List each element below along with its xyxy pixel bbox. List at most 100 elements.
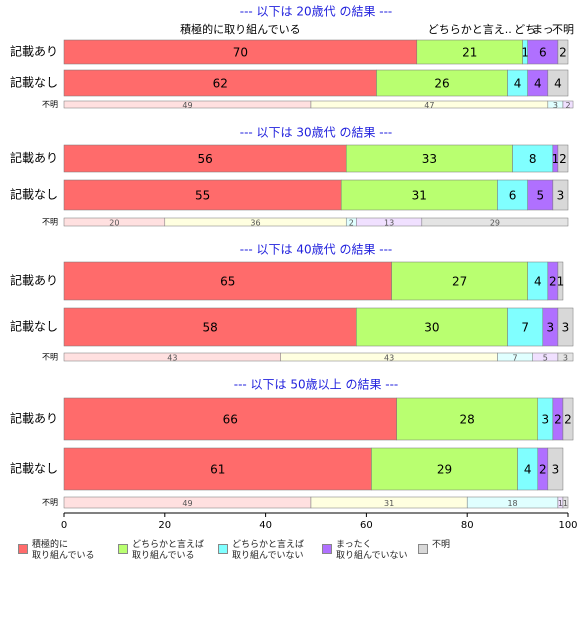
bar-segment: [63, 39, 418, 65]
value-label: 58: [203, 321, 218, 335]
value-label: 21: [462, 46, 477, 60]
value-label: 66: [223, 413, 238, 427]
row-label: 記載なし: [10, 461, 58, 476]
value-label: 31: [412, 189, 427, 203]
column-label: 積極的に取り組んでいる: [180, 22, 300, 36]
value-label: 1: [558, 499, 563, 508]
value-label: 49: [182, 101, 192, 110]
row-label: 記載なし: [10, 187, 58, 202]
value-label: 1: [557, 275, 565, 289]
bar-segment: [547, 69, 569, 97]
legend-swatch: [322, 544, 332, 554]
value-label: 8: [529, 152, 537, 166]
value-label: 62: [213, 77, 228, 91]
value-label: 61: [210, 463, 225, 477]
value-label: 1: [563, 499, 568, 508]
value-label: 1: [521, 46, 529, 60]
bar-segment: [562, 496, 569, 509]
value-label: 29: [437, 463, 452, 477]
value-label: 7: [521, 321, 529, 335]
bar-segment: [63, 179, 342, 211]
bar-segment: [557, 261, 564, 301]
value-label: 7: [513, 354, 518, 363]
column-label: どちらかと言え..: [428, 23, 512, 36]
bar-segment: [507, 307, 544, 347]
panel-title: --- 以下は 30歳代 の結果 ---: [240, 126, 393, 140]
value-label: 2: [554, 413, 562, 427]
value-label: 33: [422, 152, 437, 166]
bar-segment: [63, 447, 372, 491]
value-label: 3: [553, 101, 558, 110]
value-label: 3: [552, 463, 560, 477]
value-label: 55: [195, 189, 210, 203]
legend-label: 積極的に 取り組んでいる: [32, 540, 95, 561]
row-label: 記載あり: [10, 150, 58, 165]
row-label: 不明: [42, 218, 58, 227]
value-label: 5: [536, 189, 544, 203]
column-label: どち: [514, 23, 536, 36]
column-label: 不明: [552, 23, 574, 36]
value-label: 43: [384, 354, 394, 363]
bar-segment: [416, 39, 523, 65]
bar-segment: [497, 179, 528, 211]
panel-title: --- 以下は 40歳代 の結果 ---: [240, 243, 393, 257]
legend-label: どちらかと言えば 取り組んでいない: [232, 540, 305, 561]
panel-title: --- 以下は 50歳以上 の結果 ---: [234, 378, 399, 392]
value-label: 4: [514, 77, 522, 91]
value-label: 2: [349, 219, 354, 228]
value-label: 43: [167, 354, 177, 363]
x-tick-label: 100: [558, 520, 577, 531]
value-label: 30: [424, 321, 439, 335]
value-label: 47: [424, 101, 434, 110]
bar-segment: [63, 307, 357, 347]
legend-swatch: [218, 544, 228, 554]
bar-segment: [421, 217, 569, 227]
row-label: 記載あり: [10, 273, 58, 288]
value-label: 13: [384, 219, 394, 228]
value-label: 31: [384, 499, 394, 508]
row-label: 不明: [42, 353, 58, 362]
value-label: 2: [559, 46, 567, 60]
value-label: 4: [524, 463, 532, 477]
value-label: 28: [460, 413, 475, 427]
value-label: 26: [434, 77, 449, 91]
value-label: 49: [182, 499, 192, 508]
value-label: 2: [565, 101, 570, 110]
x-tick-label: 60: [360, 520, 373, 531]
bar-segment: [562, 397, 574, 441]
legend-label: どちらかと言えば 取り組んでいる: [132, 540, 205, 561]
value-label: 70: [233, 46, 248, 60]
value-label: 3: [557, 189, 565, 203]
value-label: 4: [554, 77, 562, 91]
value-label: 18: [507, 499, 517, 508]
value-label: 3: [563, 354, 568, 363]
bar-segment: [63, 261, 392, 301]
bar-segment: [63, 397, 397, 441]
x-tick-label: 80: [461, 520, 474, 531]
value-label: 2: [559, 152, 567, 166]
bar-segment: [562, 100, 574, 109]
bar-segment: [557, 307, 574, 347]
panel-title: --- 以下は 20歳代 の結果 ---: [240, 5, 393, 19]
bar-segment: [557, 144, 569, 173]
row-label: 記載なし: [10, 75, 58, 90]
bar-segment: [527, 39, 559, 65]
value-label: 6: [509, 189, 517, 203]
bar-segment: [63, 69, 377, 97]
value-label: 3: [541, 413, 549, 427]
row-label: 記載あり: [10, 44, 58, 59]
value-label: 2: [539, 463, 547, 477]
row-label: 不明: [42, 100, 58, 109]
value-label: 56: [197, 152, 212, 166]
row-label: 記載あり: [10, 411, 58, 426]
row-label: 不明: [42, 498, 58, 507]
bar-segment: [557, 352, 574, 362]
value-label: 36: [250, 219, 260, 228]
value-label: 6: [539, 46, 547, 60]
column-label: まっ: [532, 23, 554, 36]
bar-segment: [356, 307, 508, 347]
value-label: 3: [562, 321, 570, 335]
value-label: 20: [109, 219, 119, 228]
